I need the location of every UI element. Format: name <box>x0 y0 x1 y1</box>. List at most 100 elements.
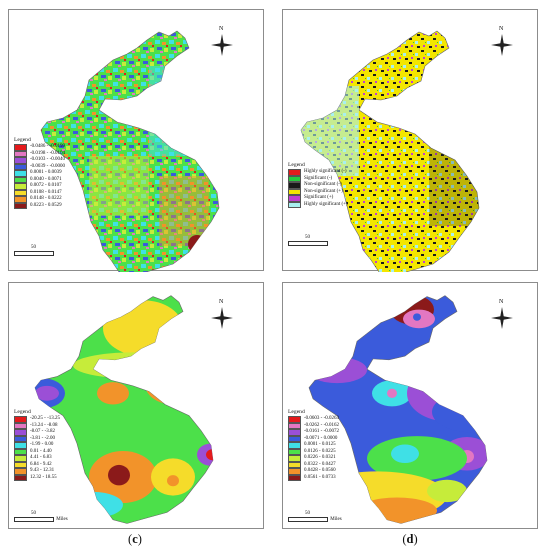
legend-label: 0.0001 - 0.0039 <box>30 170 62 176</box>
scale-unit: Miles <box>330 517 342 522</box>
scale-bar-b: 50 <box>288 235 328 247</box>
legend-item: 0.0428 - 0.0560 <box>288 468 339 475</box>
legend-item: 0.0223 - 0.0529 <box>14 202 65 210</box>
legend-item: 0.0108 - 0.0147 <box>14 189 65 197</box>
map-a <box>40 30 220 272</box>
map-d <box>308 295 488 524</box>
legend-label: -8.07 - -3.82 <box>30 429 55 435</box>
legend-swatch <box>288 416 301 423</box>
legend-item: -3.81 - -2.00 <box>14 435 60 443</box>
scale-unit: Miles <box>56 517 68 522</box>
legend-swatch <box>14 442 27 449</box>
legend-swatch <box>288 461 301 469</box>
legend-swatch <box>288 195 301 202</box>
legend-label: -3.81 - -2.00 <box>30 435 55 441</box>
legend-swatch <box>14 461 27 469</box>
legend-label: 4.41 - 6.83 <box>30 455 52 461</box>
legend-label: Non-significant (+) <box>304 188 343 194</box>
legend-swatch <box>288 448 301 456</box>
legend-swatch <box>14 163 27 171</box>
legend-label: 9.43 - 12.31 <box>30 468 55 474</box>
legend-item: -0.0071 - 0.0000 <box>288 435 339 443</box>
legend-item: -0.0262 - -0.0162 <box>288 422 339 430</box>
legend-item: Significant (-) <box>288 175 348 183</box>
legend-label: Highly significant (-) <box>304 169 347 175</box>
compass-icon <box>491 307 513 329</box>
north-arrow-a: N <box>208 26 236 61</box>
legend-a: Legend -0.0486 - -0.0199 -0.0198 - -0.010… <box>14 137 65 210</box>
legend-label: -0.0198 - -0.0104 <box>30 150 65 156</box>
legend-item: 0.0148 - 0.0222 <box>14 196 65 203</box>
map-panel-b: N Legend Highly significant (-) Significa… <box>282 9 538 272</box>
scale-rule <box>14 517 54 522</box>
legend-item: 0.01 - 4.40 <box>14 448 60 456</box>
legend-item: Significant (+) <box>288 195 348 202</box>
legend-label: 0.0148 - 0.0222 <box>30 196 62 202</box>
legend-item: -0.0161 - -0.0072 <box>288 429 339 436</box>
legend-label: 0.0322 - 0.0427 <box>304 461 336 467</box>
legend-swatch <box>14 429 27 436</box>
legend-swatch <box>14 157 27 164</box>
legend-item: Highly significant (-) <box>288 169 348 176</box>
legend-swatch <box>14 468 27 475</box>
legend-label: -0.0486 - -0.0199 <box>30 144 65 150</box>
legend-b: Legend Highly significant (-) Significant… <box>288 162 348 209</box>
legend-item: Non-significant (+) <box>288 188 348 196</box>
north-label-c: N <box>219 299 224 305</box>
legend-item: 0.0126 - 0.0225 <box>288 448 339 456</box>
compass-icon <box>211 34 233 56</box>
legend-swatch <box>14 150 27 158</box>
legend-label: 0.0226 - 0.0321 <box>304 455 336 461</box>
legend-item: -1.99 - 0.00 <box>14 442 60 449</box>
legend-swatch <box>14 455 27 462</box>
north-arrow-c: N <box>208 299 236 334</box>
legend-item: -13.24 - -8.08 <box>14 422 60 430</box>
legend-item: 0.0072 - 0.0107 <box>14 183 65 190</box>
legend-swatch <box>14 196 27 203</box>
legend-item: 0.0001 - 0.0125 <box>288 442 339 449</box>
legend-swatch <box>288 435 301 443</box>
legend-item: -0.0039 - -0.0000 <box>14 163 65 171</box>
legend-item: 0.0561 - 0.0733 <box>288 474 339 482</box>
legend-label: 0.0223 - 0.0529 <box>30 202 62 208</box>
legend-label: Highly significant (+) <box>304 201 348 207</box>
legend-swatch <box>14 144 27 151</box>
north-label-d: N <box>499 299 504 305</box>
legend-swatch <box>14 183 27 190</box>
legend-swatch <box>14 474 27 482</box>
legend-label: -0.0262 - -0.0162 <box>304 422 339 428</box>
legend-label: 12.32 - 18.55 <box>30 474 57 480</box>
legend-item: -0.0198 - -0.0104 <box>14 150 65 158</box>
scale-rule <box>288 517 328 522</box>
legend-title-b: Legend <box>288 162 305 168</box>
legend-label: -0.0071 - 0.0000 <box>304 435 338 441</box>
legend-label: 0.0001 - 0.0125 <box>304 442 336 448</box>
legend-item: -20.25 - -13.25 <box>14 416 60 423</box>
legend-swatch <box>288 169 301 176</box>
legend-label: Significant (-) <box>304 175 333 181</box>
legend-item: 0.0001 - 0.0039 <box>14 170 65 177</box>
scale-value: 50 <box>305 235 310 240</box>
scale-bar-a: 50 <box>14 245 54 257</box>
legend-label: Non-significant (-) <box>304 182 342 188</box>
map-b <box>300 30 480 272</box>
north-arrow-b: N <box>488 26 516 61</box>
compass-icon <box>211 307 233 329</box>
legend-label: 0.0072 - 0.0107 <box>30 183 62 189</box>
legend-item: 4.41 - 6.83 <box>14 455 60 462</box>
legend-label: 0.0040 - 0.0071 <box>30 176 62 182</box>
scale-rule <box>288 241 328 246</box>
legend-item: -0.0103 - -0.0040 <box>14 157 65 164</box>
legend-title-d: Legend <box>288 409 305 415</box>
legend-label: Significant (+) <box>304 195 334 201</box>
legend-swatch <box>14 422 27 430</box>
scale-bar-c: 50 Miles <box>14 511 68 523</box>
legend-item: 6.84 - 9.42 <box>14 461 60 469</box>
legend-label: 0.01 - 4.40 <box>30 448 52 454</box>
north-label-b: N <box>499 26 504 32</box>
legend-label: -0.0103 - -0.0040 <box>30 157 65 163</box>
legend-label: 0.0561 - 0.0733 <box>304 474 336 480</box>
legend-swatch <box>288 201 301 209</box>
legend-swatch <box>288 455 301 462</box>
legend-item: -0.0486 - -0.0199 <box>14 144 65 151</box>
